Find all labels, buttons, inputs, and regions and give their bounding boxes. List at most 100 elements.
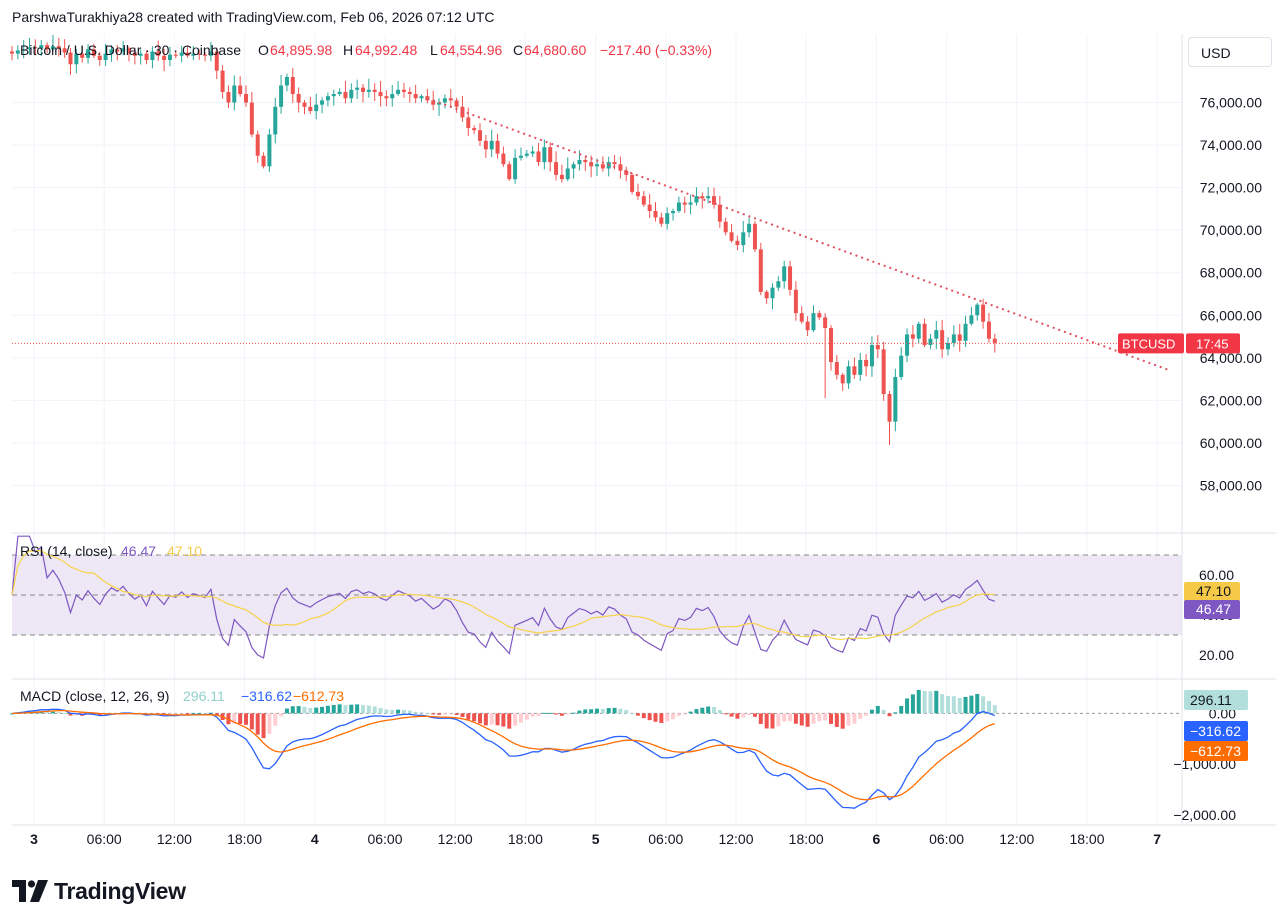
macd-hist-bar <box>226 713 231 725</box>
macd-hist-bar <box>50 711 55 714</box>
candle-body <box>729 232 734 241</box>
candle <box>770 283 775 310</box>
rsi-ma-line <box>11 549 995 640</box>
x-tick-label: 18:00 <box>508 831 543 847</box>
macd-hist-bar <box>173 713 178 715</box>
macd-signal-legend-value: −612.73 <box>293 688 344 704</box>
x-tick-label: 12:00 <box>438 831 473 847</box>
candle-body <box>905 334 910 356</box>
rsi-legend-value: 46.47 <box>121 543 156 559</box>
candle-body <box>688 202 693 205</box>
macd-hist-bar <box>951 696 956 714</box>
candle-body <box>682 202 687 205</box>
x-tick-label: 06:00 <box>648 831 683 847</box>
high-value: 64,992.48 <box>355 42 417 58</box>
candle-body <box>758 249 763 292</box>
macd-hist-bar <box>887 713 892 717</box>
candle <box>507 161 512 181</box>
macd-hist-bar <box>337 704 342 714</box>
macd-hist-bar <box>688 711 693 714</box>
candle <box>121 41 126 56</box>
candle <box>752 221 757 253</box>
candle <box>688 194 693 215</box>
candle-body <box>524 153 529 156</box>
macd-hist-bar <box>940 694 945 714</box>
axes: 3 06:00 12:00 18:00 4 06:00 12:00 18:00 5 06:00 12… <box>12 34 1276 847</box>
candle <box>273 97 278 144</box>
candle-body <box>343 91 348 99</box>
candle-body <box>366 89 371 92</box>
macd-title: MACD (close, 12, 26, 9) <box>20 688 169 704</box>
x-tick-label: 06:00 <box>929 831 964 847</box>
candle-body <box>62 48 67 53</box>
candle-body <box>583 159 588 163</box>
candle-body <box>542 147 547 163</box>
macd-hist-bar <box>273 713 278 726</box>
macd-hist-bar <box>893 712 898 714</box>
candle-body <box>741 232 746 246</box>
candle-body <box>589 162 594 167</box>
candle-body <box>717 204 722 222</box>
candle-body <box>595 164 599 167</box>
candle <box>665 207 670 230</box>
candle <box>407 87 412 103</box>
candle-body <box>559 174 564 180</box>
candle-body <box>390 94 395 99</box>
candle <box>138 49 143 65</box>
candle <box>969 306 974 326</box>
candle <box>261 152 266 169</box>
candle <box>10 46 14 61</box>
candle-body <box>571 164 576 169</box>
candle <box>887 391 892 446</box>
macd-hist-bar <box>682 713 687 715</box>
candle <box>109 45 114 62</box>
tradingview-logo[interactable]: TradingView <box>12 874 186 908</box>
macd-hist-bar <box>530 713 535 717</box>
macd-hist-bar <box>413 711 418 714</box>
macd-hist-bar <box>437 713 442 715</box>
candle-body <box>121 48 126 52</box>
candle-body <box>700 196 705 199</box>
candle-body <box>869 345 874 367</box>
candle <box>893 368 898 432</box>
candle <box>910 325 915 348</box>
candle <box>864 354 869 377</box>
candle-body <box>361 87 365 92</box>
macd-hist-bar <box>361 705 365 714</box>
price-tag-countdown-box <box>1186 333 1240 354</box>
macd-hist-bar <box>191 713 196 715</box>
macd-line-legend-value: −316.62 <box>241 688 292 704</box>
candle-body <box>811 313 816 331</box>
open-value: 64,895.98 <box>270 42 332 58</box>
currency-button[interactable]: USD <box>1188 37 1272 67</box>
macd-hist-bar <box>986 701 991 714</box>
macd-hist-bar <box>62 713 67 715</box>
candle <box>419 94 424 103</box>
candle-body <box>185 52 190 56</box>
rsi-tag: 46.47 <box>1196 601 1231 617</box>
macd-hist-bar <box>782 713 787 722</box>
macd-hist-bar <box>343 705 348 714</box>
candle-body <box>577 159 582 165</box>
macd-hist-bar <box>179 713 184 715</box>
candle <box>676 196 681 214</box>
candle-body <box>244 94 248 103</box>
macd-hist-bar <box>992 705 997 714</box>
candle <box>296 87 301 113</box>
candle <box>97 51 102 66</box>
candle-body <box>314 104 319 112</box>
candle <box>905 328 910 363</box>
candle-body <box>887 393 892 422</box>
y-tick-label: 72,000.00 <box>1200 180 1262 196</box>
candle <box>115 44 120 61</box>
candle-body <box>290 77 295 95</box>
macd-hist-bar <box>881 709 886 714</box>
macd-hist-bar <box>513 713 518 726</box>
candle <box>799 306 804 324</box>
macd-hist-bar <box>875 705 880 714</box>
candle <box>986 312 991 343</box>
rsi-tick-label: 20.00 <box>1199 647 1234 663</box>
macd-hist-bar <box>799 713 804 726</box>
candle-body <box>829 328 833 363</box>
